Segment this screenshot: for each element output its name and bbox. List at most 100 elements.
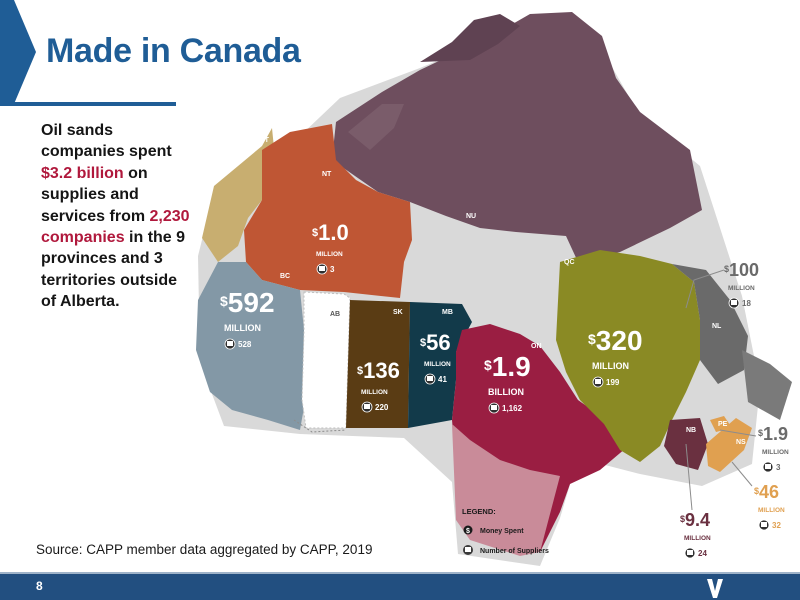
amount-value-bc: 592 xyxy=(228,287,275,318)
region-YT xyxy=(202,128,276,262)
amount-value-qc: 320 xyxy=(596,325,643,356)
total-spent-highlight: $3.2 billion xyxy=(41,164,124,182)
suppliers-on: 1,162 xyxy=(502,404,523,413)
dollar-sign-sk: $ xyxy=(357,365,363,377)
nl-callout-line xyxy=(685,269,725,309)
label-YT: YT xyxy=(260,137,270,144)
ns-callout-line xyxy=(731,461,753,487)
value-group-qc: $320 MILLION 199 xyxy=(588,325,643,388)
suppliers-sk: 220 xyxy=(375,403,389,412)
region-NT xyxy=(244,124,412,298)
amount-value-nt: 1.0 xyxy=(318,220,349,245)
dollar-sign-mb: $ xyxy=(420,337,426,349)
label-NS: NS xyxy=(736,439,746,446)
label-BC: BC xyxy=(280,273,290,280)
value-group-pe: $1.9 MILLION 3 xyxy=(758,424,789,473)
unit-sk: MILLION xyxy=(361,389,388,396)
amount-value-ns: 46 xyxy=(759,482,779,502)
unit-ns: MILLION xyxy=(758,507,785,514)
region-NL-island xyxy=(742,350,792,420)
suppliers-qc: 199 xyxy=(606,378,620,387)
suppliers-nl: 18 xyxy=(742,299,751,308)
region-ON-south xyxy=(452,424,560,556)
value-group-on: $1.9 BILLION 1,162 xyxy=(484,351,531,414)
label-PE: PE xyxy=(718,421,728,428)
unit-mb: MILLION xyxy=(424,361,451,368)
bc-callout-line xyxy=(293,419,347,433)
amount-mb: $56 xyxy=(420,330,451,355)
value-group-mb: $56 MILLION 41 xyxy=(420,330,451,385)
amount-sk: $136 xyxy=(357,358,400,383)
building-icon-sk xyxy=(364,404,370,409)
source-note: Source: CAPP member data aggregated by C… xyxy=(36,542,373,557)
amount-nt: $1.0 xyxy=(312,220,349,245)
suppliers-pe: 3 xyxy=(776,463,781,472)
label-ON: ON xyxy=(531,343,542,350)
building-icon-bc xyxy=(227,341,233,346)
label-NB: NB xyxy=(686,427,696,434)
dollar-sign-pe: $ xyxy=(758,428,763,438)
amount-qc: $320 xyxy=(588,325,643,356)
summary-text-part-3: in the 9 provinces and 3 territories out… xyxy=(41,229,186,311)
amount-nb: $9.4 xyxy=(680,510,710,530)
amount-value-sk: 136 xyxy=(363,358,400,383)
building-icon-nb xyxy=(687,550,693,555)
dollar-sign-qc: $ xyxy=(588,331,596,347)
summary-text: Oil sands companies spent $3.2 billion o… xyxy=(41,120,191,313)
region-NU xyxy=(332,12,702,262)
amount-value-nb: 9.4 xyxy=(685,510,710,530)
unit-nb: MILLION xyxy=(684,535,711,542)
summary-text-part-1: Oil sands companies spent xyxy=(41,122,172,161)
nb-callout-line xyxy=(685,443,693,511)
amount-value-pe: 1.9 xyxy=(763,424,788,444)
region-BC xyxy=(196,262,306,430)
suppliers-mb: 41 xyxy=(438,375,447,384)
building-icon-ns xyxy=(761,522,767,527)
region-MB xyxy=(408,302,472,428)
suppliers-nt: 3 xyxy=(330,265,335,274)
dollar-sign-icon: $ xyxy=(466,528,470,535)
amount-value-on: 1.9 xyxy=(492,351,531,382)
title-chevron-graphic xyxy=(0,0,36,104)
title-underline xyxy=(0,102,176,106)
amount-value-mb: 56 xyxy=(426,330,450,355)
unit-nl: MILLION xyxy=(728,285,755,292)
unit-on: BILLION xyxy=(488,387,524,397)
money-spent-icon xyxy=(463,525,473,535)
amount-value-nl: 100 xyxy=(729,260,759,280)
region-AB xyxy=(301,291,351,429)
building-icon xyxy=(465,547,471,552)
region-NS xyxy=(706,418,752,472)
region-NU-islands xyxy=(420,14,520,62)
label-QC: QC xyxy=(564,259,575,266)
unit-qc: MILLION xyxy=(592,361,629,371)
suppliers-ns: 32 xyxy=(772,521,781,530)
pe-callout-line xyxy=(719,429,757,437)
map-legend: LEGEND: $ Money Spent Number of Supplier… xyxy=(462,507,549,555)
label-NU: NU xyxy=(466,213,476,220)
value-group-sk: $136 MILLION 220 xyxy=(357,358,400,413)
value-group-bc: $592 MILLION 528 xyxy=(220,287,275,350)
unit-pe: MILLION xyxy=(762,449,789,456)
suppliers-nb: 24 xyxy=(698,549,707,558)
dollar-sign-nb: $ xyxy=(680,514,685,524)
legend-title: LEGEND: xyxy=(462,507,496,516)
label-NT: NT xyxy=(322,171,332,178)
value-group-ns: $46 MILLION 32 xyxy=(754,482,785,531)
label-MB: MB xyxy=(442,309,453,316)
dollar-sign-bc: $ xyxy=(220,293,228,309)
company-count-highlight: 2,230 companies xyxy=(41,207,190,247)
amount-ns: $46 xyxy=(754,482,779,502)
building-icon-pe xyxy=(765,464,771,469)
region-NL xyxy=(672,264,748,384)
unit-nt: MILLION xyxy=(316,251,343,258)
amount-bc: $592 xyxy=(220,287,275,318)
dollar-sign-nl: $ xyxy=(724,264,729,274)
region-values: $1.0 MILLION 3 $592 MILLION 528 $136 MILLION 220… xyxy=(220,220,789,559)
summary-text-part-2: on supplies and services from xyxy=(41,164,150,225)
company-logo-icon xyxy=(707,579,723,598)
dollar-sign-on: $ xyxy=(484,357,492,373)
value-group-nl: $100 MILLION 18 xyxy=(724,260,759,309)
amount-pe: $1.9 xyxy=(758,424,788,444)
